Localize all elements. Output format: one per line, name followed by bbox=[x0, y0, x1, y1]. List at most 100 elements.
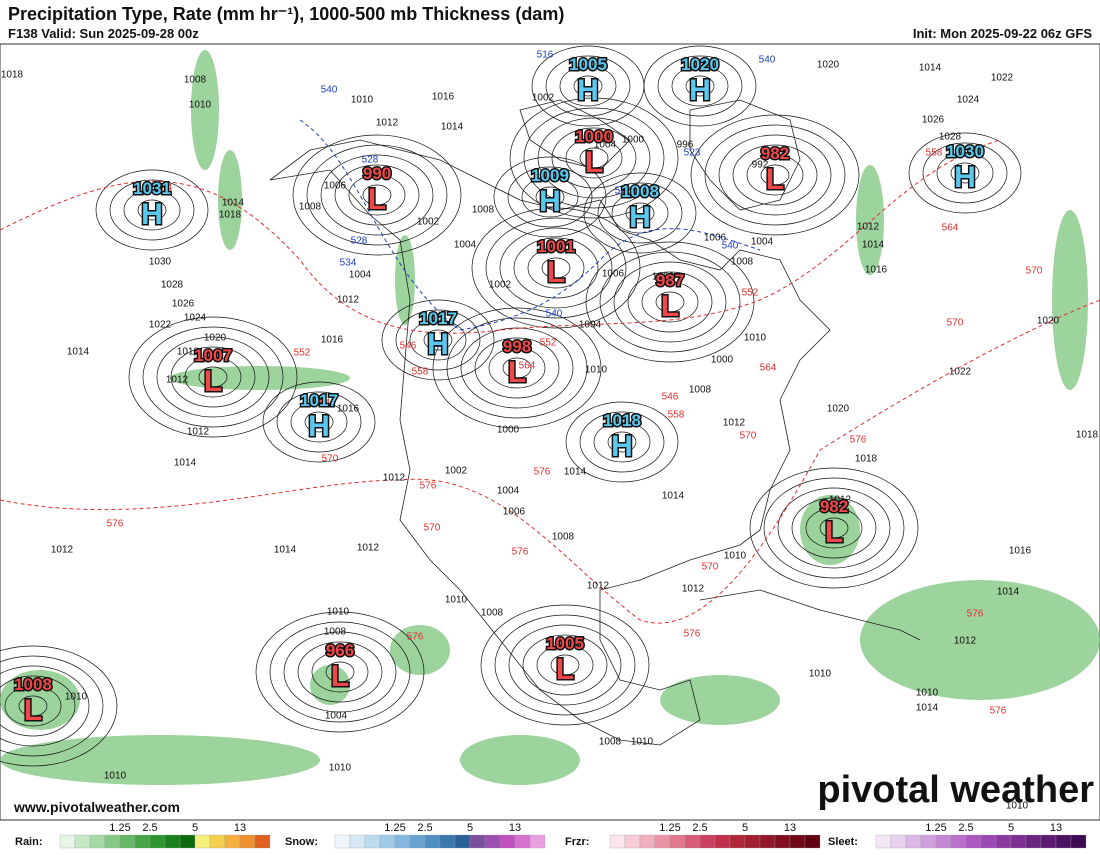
legend-tick: 2.5 bbox=[417, 822, 432, 834]
thickness-label: 546 bbox=[400, 341, 417, 352]
isobar bbox=[423, 329, 453, 351]
legend-swatch bbox=[334, 834, 351, 849]
legend-swatch bbox=[774, 834, 791, 849]
pressure-letter: H bbox=[308, 410, 330, 443]
thickness-label: 528 bbox=[362, 155, 379, 166]
thickness-label: 552 bbox=[294, 348, 311, 359]
isobar-label: 1010 bbox=[445, 595, 468, 606]
isobar-label: 1004 bbox=[579, 320, 602, 331]
isobar-label: 1014 bbox=[997, 587, 1020, 598]
legend-tick: 2.5 bbox=[692, 822, 707, 834]
isobar-label: 1014 bbox=[174, 458, 197, 469]
thickness-label: 516 bbox=[537, 50, 554, 61]
thickness-label: 570 bbox=[740, 431, 757, 442]
pressure-letter: H bbox=[577, 74, 599, 107]
legend-swatch bbox=[224, 834, 241, 849]
thickness-label: 570 bbox=[947, 318, 964, 329]
thickness-label: 546 bbox=[662, 392, 679, 403]
isobar bbox=[599, 251, 741, 353]
isobar bbox=[494, 614, 636, 716]
thickness-label: 576 bbox=[407, 632, 424, 643]
isobar-label: 1002 bbox=[445, 466, 468, 477]
isobar bbox=[690, 114, 860, 236]
isobar-label: 1008 bbox=[324, 627, 347, 638]
legend-tick: 13 bbox=[784, 822, 796, 834]
isobar-label: 1012 bbox=[337, 295, 360, 306]
thickness-label: 564 bbox=[314, 398, 331, 409]
isobar-label: 1010 bbox=[65, 692, 88, 703]
isobar-label: 1000 bbox=[497, 425, 520, 436]
website: www.pivotalweather.com bbox=[13, 799, 180, 815]
pressure-value: 982 bbox=[761, 144, 789, 163]
pressure-value: 1017 bbox=[419, 309, 457, 328]
isobar bbox=[597, 182, 683, 244]
isobar bbox=[156, 336, 270, 418]
isobar bbox=[255, 611, 425, 733]
isobar bbox=[550, 654, 580, 676]
legend-swatch bbox=[424, 834, 441, 849]
isobar bbox=[137, 199, 167, 221]
isobar-label: 1010 bbox=[1006, 801, 1029, 812]
pressure-letter: L bbox=[368, 183, 386, 216]
isobar bbox=[565, 137, 623, 179]
isobar-label: 1012 bbox=[357, 543, 380, 554]
pressure-letter: L bbox=[556, 653, 574, 686]
isobar-label: 1012 bbox=[857, 222, 880, 233]
legend-label: Rain: bbox=[15, 836, 43, 848]
isobar-label: 1010 bbox=[631, 737, 654, 748]
legend-swatch bbox=[209, 834, 226, 849]
isobar-label: 1000 bbox=[711, 355, 734, 366]
isobar bbox=[304, 411, 334, 433]
isobar bbox=[625, 202, 655, 224]
isobar-label: 1016 bbox=[865, 265, 888, 276]
isobar bbox=[627, 271, 713, 333]
isobar-label: 1006 bbox=[602, 269, 625, 280]
isobar bbox=[936, 152, 994, 194]
isobar bbox=[292, 134, 462, 256]
isobar bbox=[749, 467, 919, 589]
isobar-label: 1024 bbox=[184, 313, 207, 324]
isobar bbox=[509, 97, 679, 219]
legend-swatch bbox=[394, 834, 411, 849]
isobar bbox=[395, 309, 481, 371]
legend-swatch bbox=[409, 834, 426, 849]
pressure-value: 1018 bbox=[603, 411, 641, 430]
isobar bbox=[527, 247, 585, 289]
thickness-label: 540 bbox=[321, 85, 338, 96]
legend-swatch bbox=[59, 834, 76, 849]
legend-swatch bbox=[920, 834, 937, 849]
isobar bbox=[499, 227, 613, 309]
isobar-label: 1018 bbox=[1076, 430, 1099, 441]
isobar-label: 1016 bbox=[321, 335, 344, 346]
isobar bbox=[0, 655, 104, 757]
isobar-label: 1018 bbox=[855, 454, 878, 465]
isobar-label: 1014 bbox=[274, 545, 297, 556]
legend-swatch bbox=[965, 834, 982, 849]
isobar-label: 1014 bbox=[916, 703, 939, 714]
isobar-label: 1022 bbox=[949, 367, 972, 378]
legend-swatch bbox=[654, 834, 671, 849]
isobar bbox=[791, 497, 877, 559]
isobar bbox=[545, 55, 631, 117]
legend-swatch bbox=[744, 834, 761, 849]
isobar bbox=[523, 107, 665, 209]
legend-tick: 13 bbox=[234, 822, 246, 834]
isobar-label: 1020 bbox=[204, 333, 227, 344]
legend-swatch bbox=[699, 834, 716, 849]
pressure-value: 1030 bbox=[946, 142, 984, 161]
isobar-label: 1018 bbox=[1, 70, 24, 81]
pressure-letter: L bbox=[508, 356, 526, 389]
isobar-label: 1020 bbox=[1037, 316, 1060, 327]
isobar-label: 1008 bbox=[689, 385, 712, 396]
isobar bbox=[283, 631, 397, 713]
init-time: Init: Mon 2025-09-22 06z GFS bbox=[913, 26, 1092, 41]
isobar bbox=[290, 401, 348, 443]
legend-swatch bbox=[639, 834, 656, 849]
legend-swatch bbox=[179, 834, 196, 849]
isobar-label: 1030 bbox=[149, 257, 172, 268]
precipitation bbox=[0, 50, 1100, 785]
pressure-value: 1001 bbox=[537, 237, 575, 256]
legend-swatch bbox=[729, 834, 746, 849]
isobar bbox=[613, 261, 727, 343]
